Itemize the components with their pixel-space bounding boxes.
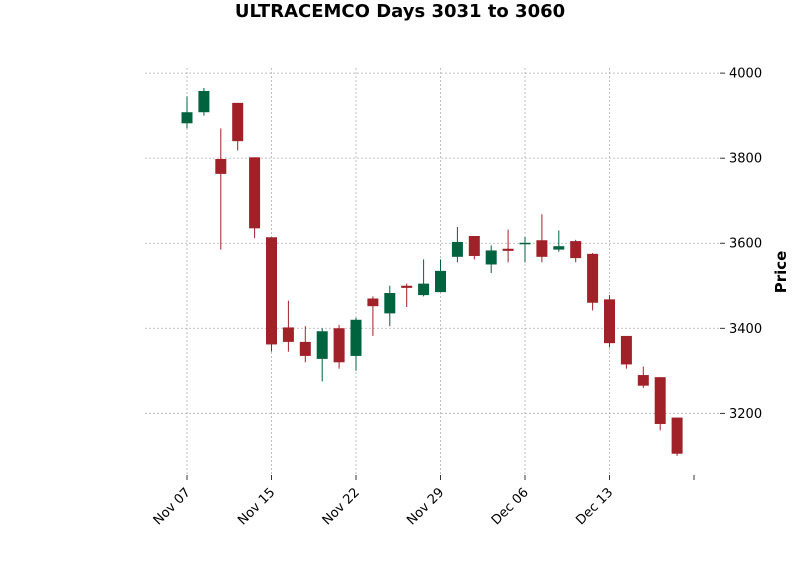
candle-body	[519, 242, 531, 245]
candle-body	[282, 327, 294, 342]
x-axis: Nov 07 Nov 15 Nov 22 Nov 29 Dec 06 Dec 13	[151, 475, 695, 528]
candle-body	[468, 235, 480, 256]
candle-body	[570, 241, 582, 259]
candle-body	[418, 283, 430, 296]
candle-body	[620, 335, 632, 365]
x-tick-label: Dec 13	[573, 485, 616, 528]
candle-body	[587, 253, 599, 303]
candle-body	[401, 285, 413, 288]
candle-body	[249, 157, 261, 229]
y-axis: 3200 3400 3600 3800 4000	[720, 67, 762, 422]
x-tick-label: Dec 06	[489, 485, 532, 528]
candle-body	[384, 292, 396, 314]
x-tick-label: Nov 15	[235, 485, 278, 528]
candle-body	[266, 237, 277, 345]
x-tick-label: Nov 29	[404, 485, 447, 528]
y-tick-label: 4000	[729, 67, 762, 82]
candle-body	[553, 246, 565, 250]
candle-body	[299, 341, 311, 356]
y-tick-label: 3200	[729, 407, 762, 422]
y-tick-label: 3800	[729, 152, 762, 167]
candle-body	[367, 298, 379, 307]
grid-layer	[145, 68, 720, 475]
candle-body	[654, 377, 666, 424]
candle-body	[215, 159, 227, 174]
y-tick-label: 3400	[729, 322, 762, 337]
candle-body	[316, 331, 328, 359]
y-axis-label: Price	[772, 251, 790, 294]
x-tick-label: Nov 07	[151, 485, 194, 528]
candle-body	[198, 90, 210, 113]
candle-body	[451, 241, 463, 257]
candle-body	[485, 250, 497, 265]
candle-body	[350, 319, 362, 356]
candle-body	[181, 112, 193, 124]
candle-body	[536, 240, 548, 257]
candle-body	[637, 375, 649, 386]
wick-layer	[186, 87, 678, 456]
y-tick-label: 3600	[729, 237, 762, 252]
candle-body	[435, 270, 446, 293]
body-layer	[181, 90, 683, 454]
candle-body	[333, 328, 345, 363]
x-tick-label: Nov 22	[320, 485, 363, 528]
candle-body	[604, 299, 615, 344]
candle-body	[502, 248, 514, 251]
candle-body	[232, 102, 244, 142]
chart-title: ULTRACEMCO Days 3031 to 3060	[235, 1, 565, 22]
candle-body	[671, 417, 683, 454]
